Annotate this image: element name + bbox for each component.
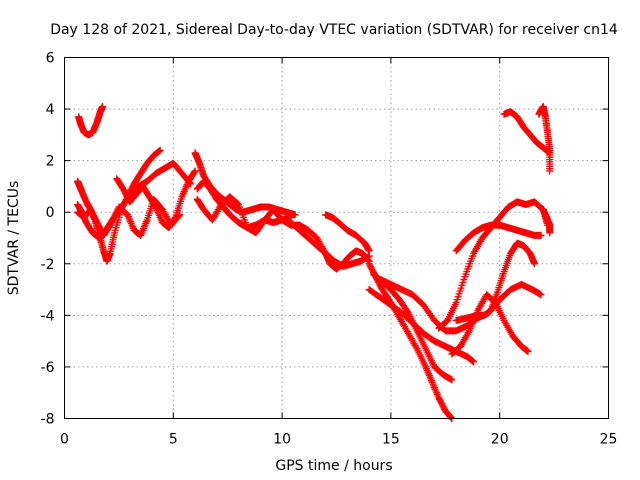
y-tick-label: -8 — [41, 412, 55, 428]
x-tick-label: 10 — [273, 432, 291, 448]
data-point — [156, 146, 164, 154]
data-point — [448, 376, 456, 384]
x-tick-label: 20 — [491, 432, 509, 448]
data-point — [191, 167, 199, 175]
data-point — [537, 291, 545, 299]
data-point — [531, 260, 539, 268]
series-track-18 — [448, 291, 532, 358]
data-point — [190, 168, 198, 176]
data-point — [447, 414, 455, 422]
series-track-20 — [535, 102, 554, 175]
series-track-5 — [113, 167, 199, 232]
x-tick-label: 5 — [169, 432, 178, 448]
x-axis-label: GPS time / hours — [275, 458, 392, 474]
data-point — [99, 102, 107, 110]
series-track-21 — [539, 206, 554, 237]
data-point — [365, 247, 373, 255]
plot-frame — [64, 57, 609, 419]
data-point — [291, 211, 299, 219]
data-point — [524, 347, 532, 355]
y-tick-label: 0 — [46, 205, 55, 221]
data-point — [537, 231, 545, 239]
y-tick-label: -2 — [41, 257, 55, 273]
data-point — [546, 167, 554, 175]
axis-ticks — [64, 57, 609, 419]
x-tick-labels: 0 5 10 15 20 25 — [60, 432, 617, 448]
grid — [64, 57, 609, 419]
x-tick-label: 25 — [600, 432, 618, 448]
data-marks — [74, 102, 554, 422]
y-tick-labels: -8 -6 -4 -2 0 2 4 6 — [41, 51, 55, 428]
y-tick-label: 2 — [46, 154, 55, 170]
y-tick-label: -4 — [41, 308, 55, 324]
y-tick-label: 6 — [46, 51, 55, 67]
y-axis-label: SDTVAR / TECUs — [6, 181, 22, 296]
series-track-9 — [287, 219, 373, 270]
x-tick-label: 0 — [60, 432, 69, 448]
data-point — [171, 215, 179, 223]
series-track-16 — [452, 221, 545, 255]
data-point — [546, 229, 554, 237]
series-track-1 — [75, 102, 107, 139]
data-point — [470, 358, 478, 366]
y-tick-label: -6 — [41, 360, 55, 376]
chart-title: Day 128 of 2021, Sidereal Day-to-day VTE… — [50, 22, 618, 38]
x-tick-label: 15 — [382, 432, 400, 448]
y-tick-label: 4 — [46, 102, 55, 118]
series-track-10 — [322, 211, 373, 255]
